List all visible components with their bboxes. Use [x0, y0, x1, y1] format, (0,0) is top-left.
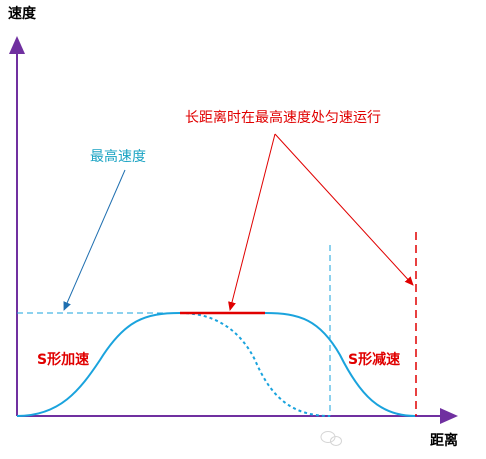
decel-label: S形减速	[348, 351, 400, 368]
short-speed-curve	[179, 312, 331, 417]
watermark-icon	[320, 431, 342, 446]
max-speed-label: 最高速度	[90, 148, 146, 165]
cruise-arrow	[274, 133, 414, 286]
x-axis-label: 距离	[430, 432, 458, 449]
accel-label: S形加速	[37, 351, 89, 368]
y-axis-label: 速度	[8, 5, 37, 22]
cruise-label: 长距离时在最高速度处匀速运行	[185, 109, 381, 126]
max-speed-arrow	[63, 169, 126, 311]
cruise-arrow	[228, 133, 276, 311]
